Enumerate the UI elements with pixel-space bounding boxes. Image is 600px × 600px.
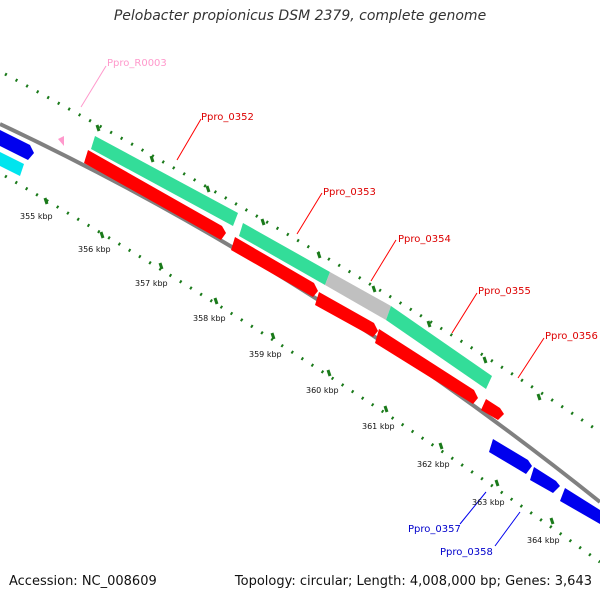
inner-tick-ring [4, 174, 600, 564]
leader-0354 [370, 239, 397, 282]
leader-r0003 [80, 65, 107, 108]
ruler-label-358: 358 kbp [193, 314, 226, 323]
leader-0356 [517, 337, 545, 379]
leader-0352 [176, 118, 202, 161]
gene-label-0352: Ppro_0352 [201, 112, 254, 123]
leader-0353 [296, 192, 323, 235]
gene-label-0357: Ppro_0357 [408, 524, 461, 535]
gene-label-0354: Ppro_0354 [398, 234, 451, 245]
cds-reverse-left [0, 130, 34, 160]
cds-cyan-left [0, 152, 24, 176]
genome-stats-text: Topology: circular; Length: 4,008,000 bp… [234, 574, 592, 589]
gene-label-0356: Ppro_0356 [545, 331, 598, 342]
rrna-marker [58, 136, 64, 146]
gene-band-0355 [386, 306, 492, 389]
cds-arrow-0356 [481, 399, 504, 420]
gene-label-r0003: Ppro_R0003 [107, 58, 167, 69]
gene-label-0353: Ppro_0353 [323, 187, 376, 198]
genome-backbone [0, 122, 600, 504]
gene-label-0358: Ppro_0358 [440, 547, 493, 558]
cds-arrow-0354 [315, 292, 378, 337]
ruler-label-364: 364 kbp [527, 536, 560, 545]
ruler-label-360: 360 kbp [306, 386, 339, 395]
gene-label-0355: Ppro_0355 [478, 286, 531, 297]
ruler-label-356: 356 kbp [78, 245, 111, 254]
cds-arrow-0355 [375, 329, 478, 404]
accession-text: Accession: NC_008609 [9, 574, 157, 589]
inner-major-ticks [43, 197, 555, 525]
leader-0355 [451, 292, 478, 334]
ruler-label-361: 361 kbp [362, 422, 395, 431]
gene-band-0352 [91, 136, 238, 226]
cds-arrow-0353 [231, 237, 318, 297]
gene-band-0353 [239, 223, 330, 285]
ruler-label-355: 355 kbp [20, 212, 53, 221]
gene-band-0354 [325, 272, 391, 320]
cds-arrow-next [560, 488, 600, 524]
cds-arrow-0352 [84, 150, 226, 240]
cds-arrow-0357 [489, 439, 532, 474]
outer-major-ticks [95, 124, 542, 401]
outer-tick-ring [4, 72, 600, 434]
ruler-label-357: 357 kbp [135, 279, 168, 288]
ruler-label-363: 363 kbp [472, 498, 505, 507]
leader-0358 [494, 511, 521, 547]
ruler-label-359: 359 kbp [249, 350, 282, 359]
leader-0357 [459, 491, 487, 525]
cds-arrow-0358 [530, 467, 560, 493]
map-title: Pelobacter propionicus DSM 2379, complet… [113, 8, 487, 24]
ruler-label-362: 362 kbp [417, 460, 450, 469]
